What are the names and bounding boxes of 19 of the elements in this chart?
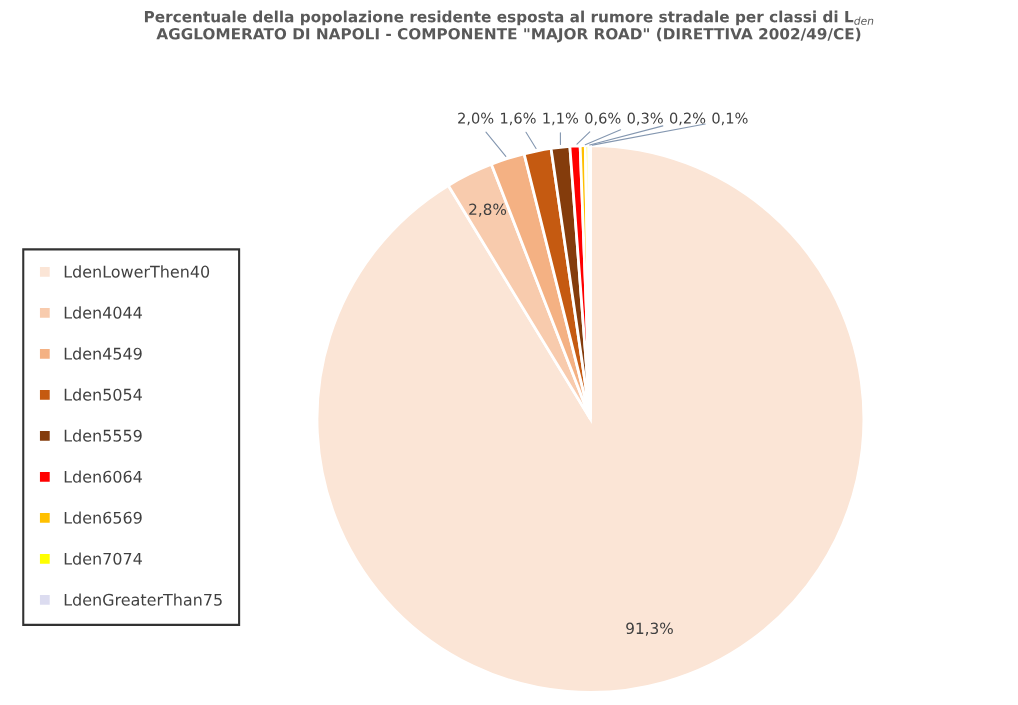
- data-label: 0,1%: [712, 112, 748, 126]
- data-label: 0,6%: [585, 112, 621, 126]
- data-label: 0,3%: [627, 112, 663, 126]
- chart-title: Percentuale della popolazione residente esposta al rumore stradale per classi di L$_{den}$ AGGLOMERATO DI NAPOLI - COMPONENTE "MAJOR ROAD" (DIRETTIVA 2002/49/CE): [144, 10, 874, 43]
- legend-label: Lden6569: [64, 511, 142, 524]
- legend-label: Lden6064: [64, 470, 142, 483]
- legend-label: Lden4549: [64, 347, 142, 360]
- legend-label: LdenGreaterThan75: [64, 593, 222, 606]
- legend-label: LdenLowerThen40: [64, 265, 210, 278]
- data-label: 0,2%: [669, 112, 706, 126]
- data-label: 2,8%: [469, 203, 507, 217]
- legend-label: Lden7074: [64, 552, 142, 565]
- legend-label: Lden5559: [64, 429, 142, 442]
- data-label: 1,6%: [501, 112, 536, 126]
- legend-label: Lden4044: [64, 306, 142, 319]
- data-label: 2,0%: [458, 112, 494, 126]
- data-label: 1,1%: [543, 112, 579, 126]
- legend-label: Lden5054: [64, 388, 142, 401]
- data-label: 91,3%: [626, 622, 673, 636]
